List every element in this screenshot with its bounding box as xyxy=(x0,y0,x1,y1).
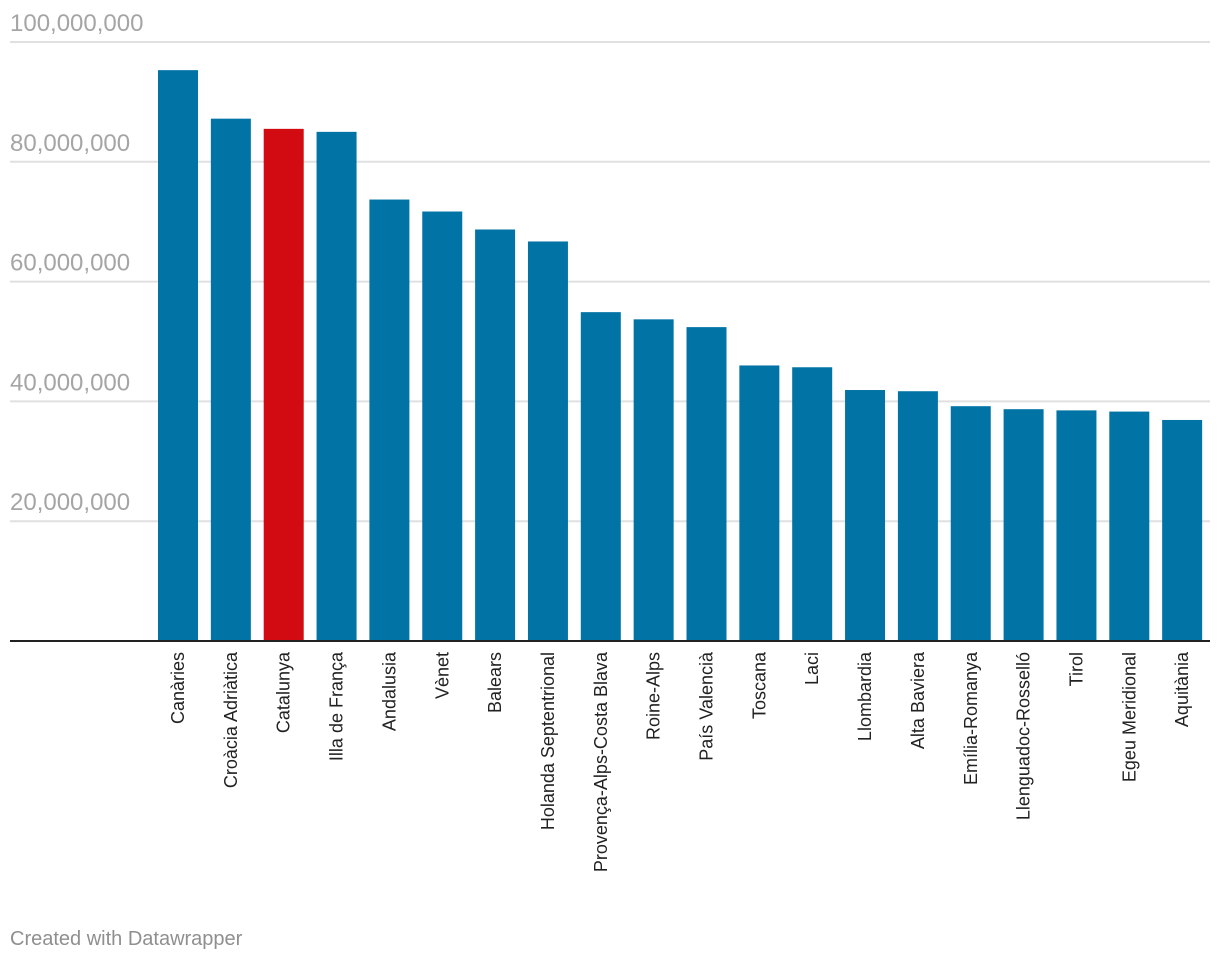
x-tick-label: Tirol xyxy=(1066,652,1086,686)
bar-roine-alps xyxy=(633,319,674,641)
x-tick-label: Llenguadoc-Rosselló xyxy=(1014,652,1034,820)
y-tick-label: 60,000,000 xyxy=(10,250,130,277)
bar-alta-baviera xyxy=(897,391,938,641)
bar-can-ries xyxy=(158,70,198,641)
bar-cro-cia-adri-tica xyxy=(210,118,251,642)
x-tick-label: Andalusia xyxy=(379,651,399,731)
x-axis-tick-labels: Canàries Croàcia Adriàtica Catalunya Illa d… xyxy=(168,651,1192,872)
x-tick-label: Illa de França xyxy=(327,651,347,761)
bar-laci xyxy=(792,367,833,641)
y-tick-label: 80,000,000 xyxy=(10,130,130,157)
y-tick-label: 100,000,000 xyxy=(10,10,143,37)
x-tick-label: Llombardia xyxy=(855,651,875,741)
x-tick-label: Laci xyxy=(802,652,822,685)
x-tick-label: País Valencià xyxy=(697,651,717,761)
x-tick-label: Holanda Septentrional xyxy=(538,652,558,830)
x-tick-label: Canàries xyxy=(168,652,188,724)
bar-proven-a-alps-costa-blava xyxy=(580,312,621,641)
x-tick-label: Egeu Meridional xyxy=(1119,652,1139,782)
bar-aquit-nia xyxy=(1162,419,1203,641)
bar-llombardia xyxy=(845,390,886,641)
y-tick-label: 40,000,000 xyxy=(10,369,130,396)
bar-holanda-septentrional xyxy=(527,241,568,641)
x-tick-label: Catalunya xyxy=(274,651,294,733)
bar-v-net xyxy=(422,211,463,641)
x-tick-label: Aquitània xyxy=(1172,651,1192,727)
x-tick-label: Toscana xyxy=(749,651,769,719)
bars xyxy=(158,70,1203,642)
x-tick-label: Balears xyxy=(485,652,505,713)
bar-egeu-meridional xyxy=(1109,411,1150,641)
y-axis-tick-labels: 20,000,000 40,000,000 60,000,000 80,000,000… xyxy=(10,10,143,516)
bar-em-lia-romanya xyxy=(950,406,991,641)
x-tick-label: Alta Baviera xyxy=(908,651,928,749)
bar-catalunya xyxy=(263,128,304,642)
bar-illa-de-fran-a xyxy=(316,131,357,641)
x-tick-label: Croàcia Adriàtica xyxy=(221,651,241,788)
bar-balears xyxy=(475,229,516,642)
x-tick-label: Roine-Alps xyxy=(644,652,664,740)
bar-toscana xyxy=(739,365,780,641)
bar-llenguadoc-rossell- xyxy=(1003,409,1044,641)
x-tick-label: Provença-Alps-Costa Blava xyxy=(591,651,611,872)
x-tick-label: Emília-Romanya xyxy=(961,651,981,785)
bar-andalusia xyxy=(369,199,410,642)
y-tick-label: 20,000,000 xyxy=(10,489,130,516)
footer-credit: Created with Datawrapper xyxy=(10,928,243,950)
x-tick-label: Vènet xyxy=(432,652,452,699)
bar-tirol xyxy=(1056,410,1097,641)
bar-pa-s-valenci- xyxy=(686,327,727,641)
